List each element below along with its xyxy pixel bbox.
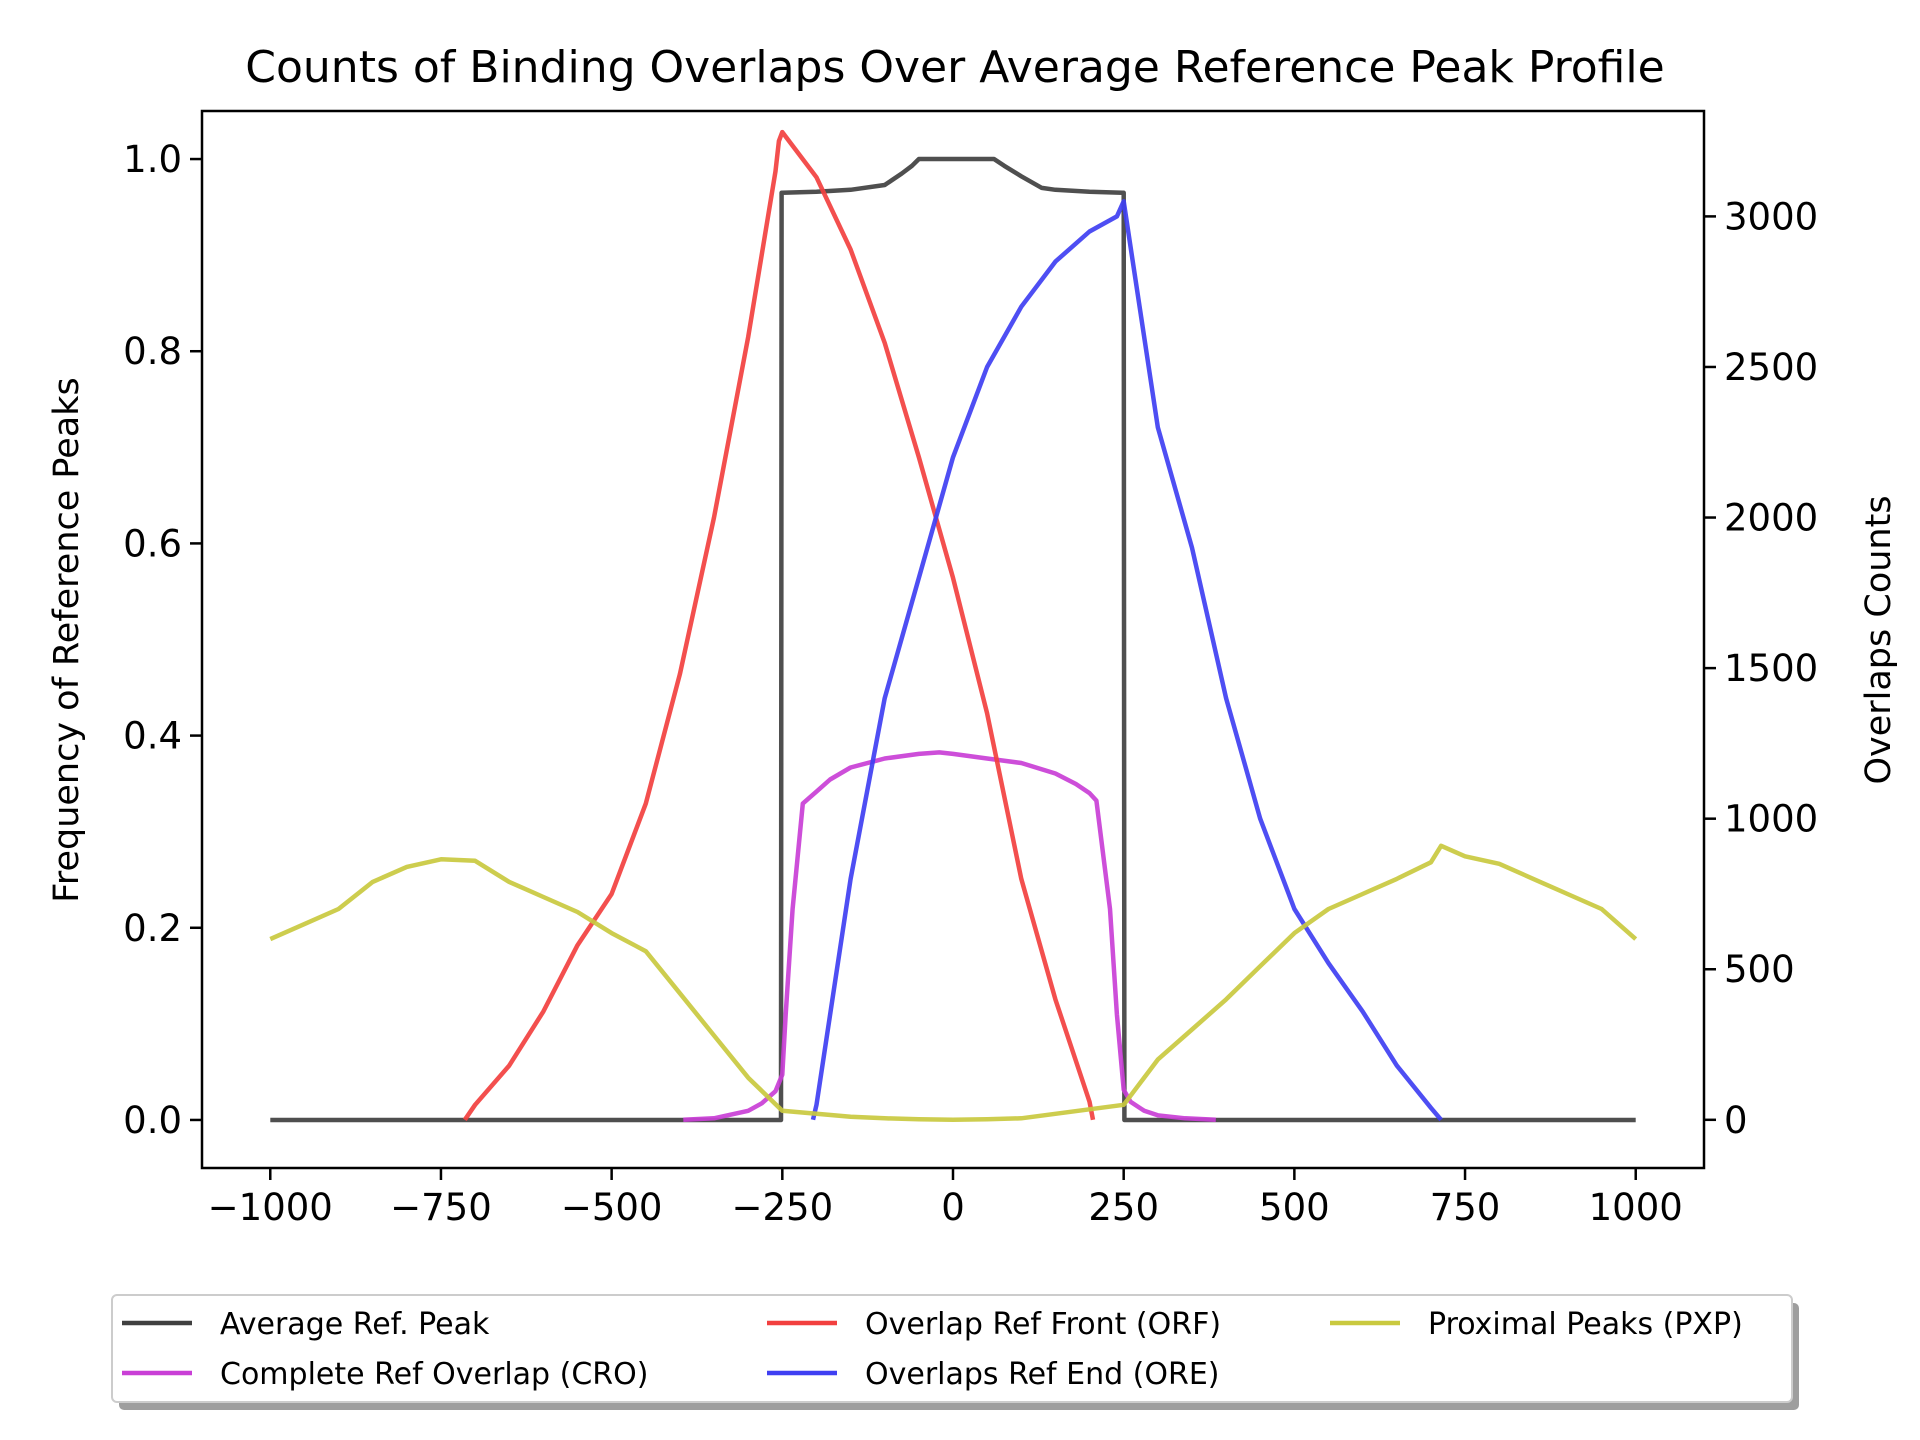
y-right-tick-label-1: 500	[1724, 948, 1795, 991]
y-left-tick-label-3: 0.6	[123, 522, 182, 565]
y-left-tick-label-2: 0.4	[123, 715, 182, 758]
chart-title: Counts of Binding Overlaps Over Average …	[245, 42, 1664, 93]
x-tick-label-4: 0	[941, 1186, 965, 1229]
y-right-tick-label-5: 2500	[1724, 346, 1818, 389]
y-right-tick-label-0: 0	[1724, 1099, 1748, 1142]
legend-label-1: Complete Ref Overlap (CRO)	[220, 1357, 648, 1392]
legend-label-2: Overlap Ref Front (ORF)	[865, 1307, 1221, 1342]
legend-label-4: Proximal Peaks (PXP)	[1428, 1307, 1743, 1342]
x-tick-label-1: −750	[390, 1186, 492, 1229]
y-left-tick-label-0: 0.0	[123, 1099, 182, 1142]
x-tick-label-0: −1000	[208, 1186, 333, 1229]
legend: Average Ref. Peak Complete Ref Overlap (C…	[112, 1295, 1799, 1410]
y-left-tick-label-4: 0.8	[123, 330, 182, 373]
y-axis-right-label: Overlaps Counts	[1859, 495, 1899, 784]
x-tick-label-2: −500	[561, 1186, 663, 1229]
legend-label-3: Overlaps Ref End (ORE)	[865, 1357, 1220, 1392]
series-layer	[270, 132, 1635, 1120]
x-tick-label-7: 750	[1430, 1186, 1501, 1229]
series-line-4	[270, 846, 1635, 1120]
y-right-tick-label-3: 1500	[1724, 647, 1818, 690]
x-tick-label-5: 250	[1088, 1186, 1159, 1229]
y-right-tick-label-6: 3000	[1724, 195, 1818, 238]
series-line-0	[270, 159, 1635, 1120]
series-line-3	[813, 201, 1441, 1120]
series-line-1	[683, 752, 1216, 1119]
y-left-tick-label-1: 0.2	[123, 907, 182, 950]
y-axis-right: 0 500 1000 1500 2000 2500 3000	[1704, 195, 1818, 1141]
x-axis: −1000 −750 −500 −250 0 250 500 750 1000	[208, 1168, 1683, 1229]
y-left-tick-label-5: 1.0	[123, 138, 182, 181]
plot-frame	[202, 111, 1704, 1168]
x-tick-label-6: 500	[1259, 1186, 1330, 1229]
y-axis-left-label: Frequency of Reference Peaks	[47, 377, 87, 903]
x-tick-label-3: −250	[732, 1186, 834, 1229]
y-right-tick-label-2: 1000	[1724, 798, 1818, 841]
y-right-tick-label-4: 2000	[1724, 497, 1818, 540]
y-axis-left: 0.0 0.2 0.4 0.6 0.8 1.0	[123, 138, 202, 1142]
x-tick-label-8: 1000	[1589, 1186, 1683, 1229]
legend-label-0: Average Ref. Peak	[220, 1307, 490, 1342]
